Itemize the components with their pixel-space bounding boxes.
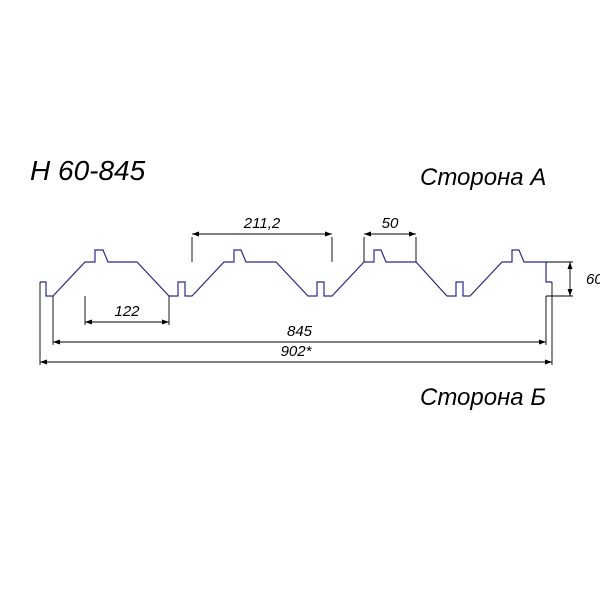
side-b-label: Сторона Б <box>420 384 546 411</box>
profile-polyline <box>40 250 552 296</box>
profile-diagram: Н 60-845 Сторона А Сторона Б 211,2 50 122 8… <box>0 0 600 600</box>
side-a-label: Сторона А <box>420 164 546 191</box>
svg-text:50: 50 <box>382 215 399 232</box>
svg-text:845: 845 <box>287 323 313 340</box>
svg-text:60: 60 <box>586 271 600 288</box>
svg-text:211,2: 211,2 <box>243 215 281 232</box>
title-label: Н 60-845 <box>30 155 146 186</box>
svg-text:122: 122 <box>114 303 140 320</box>
dimension-texts: 211,2 50 122 845 902* 60 <box>114 215 600 360</box>
svg-text:902*: 902* <box>281 343 313 360</box>
